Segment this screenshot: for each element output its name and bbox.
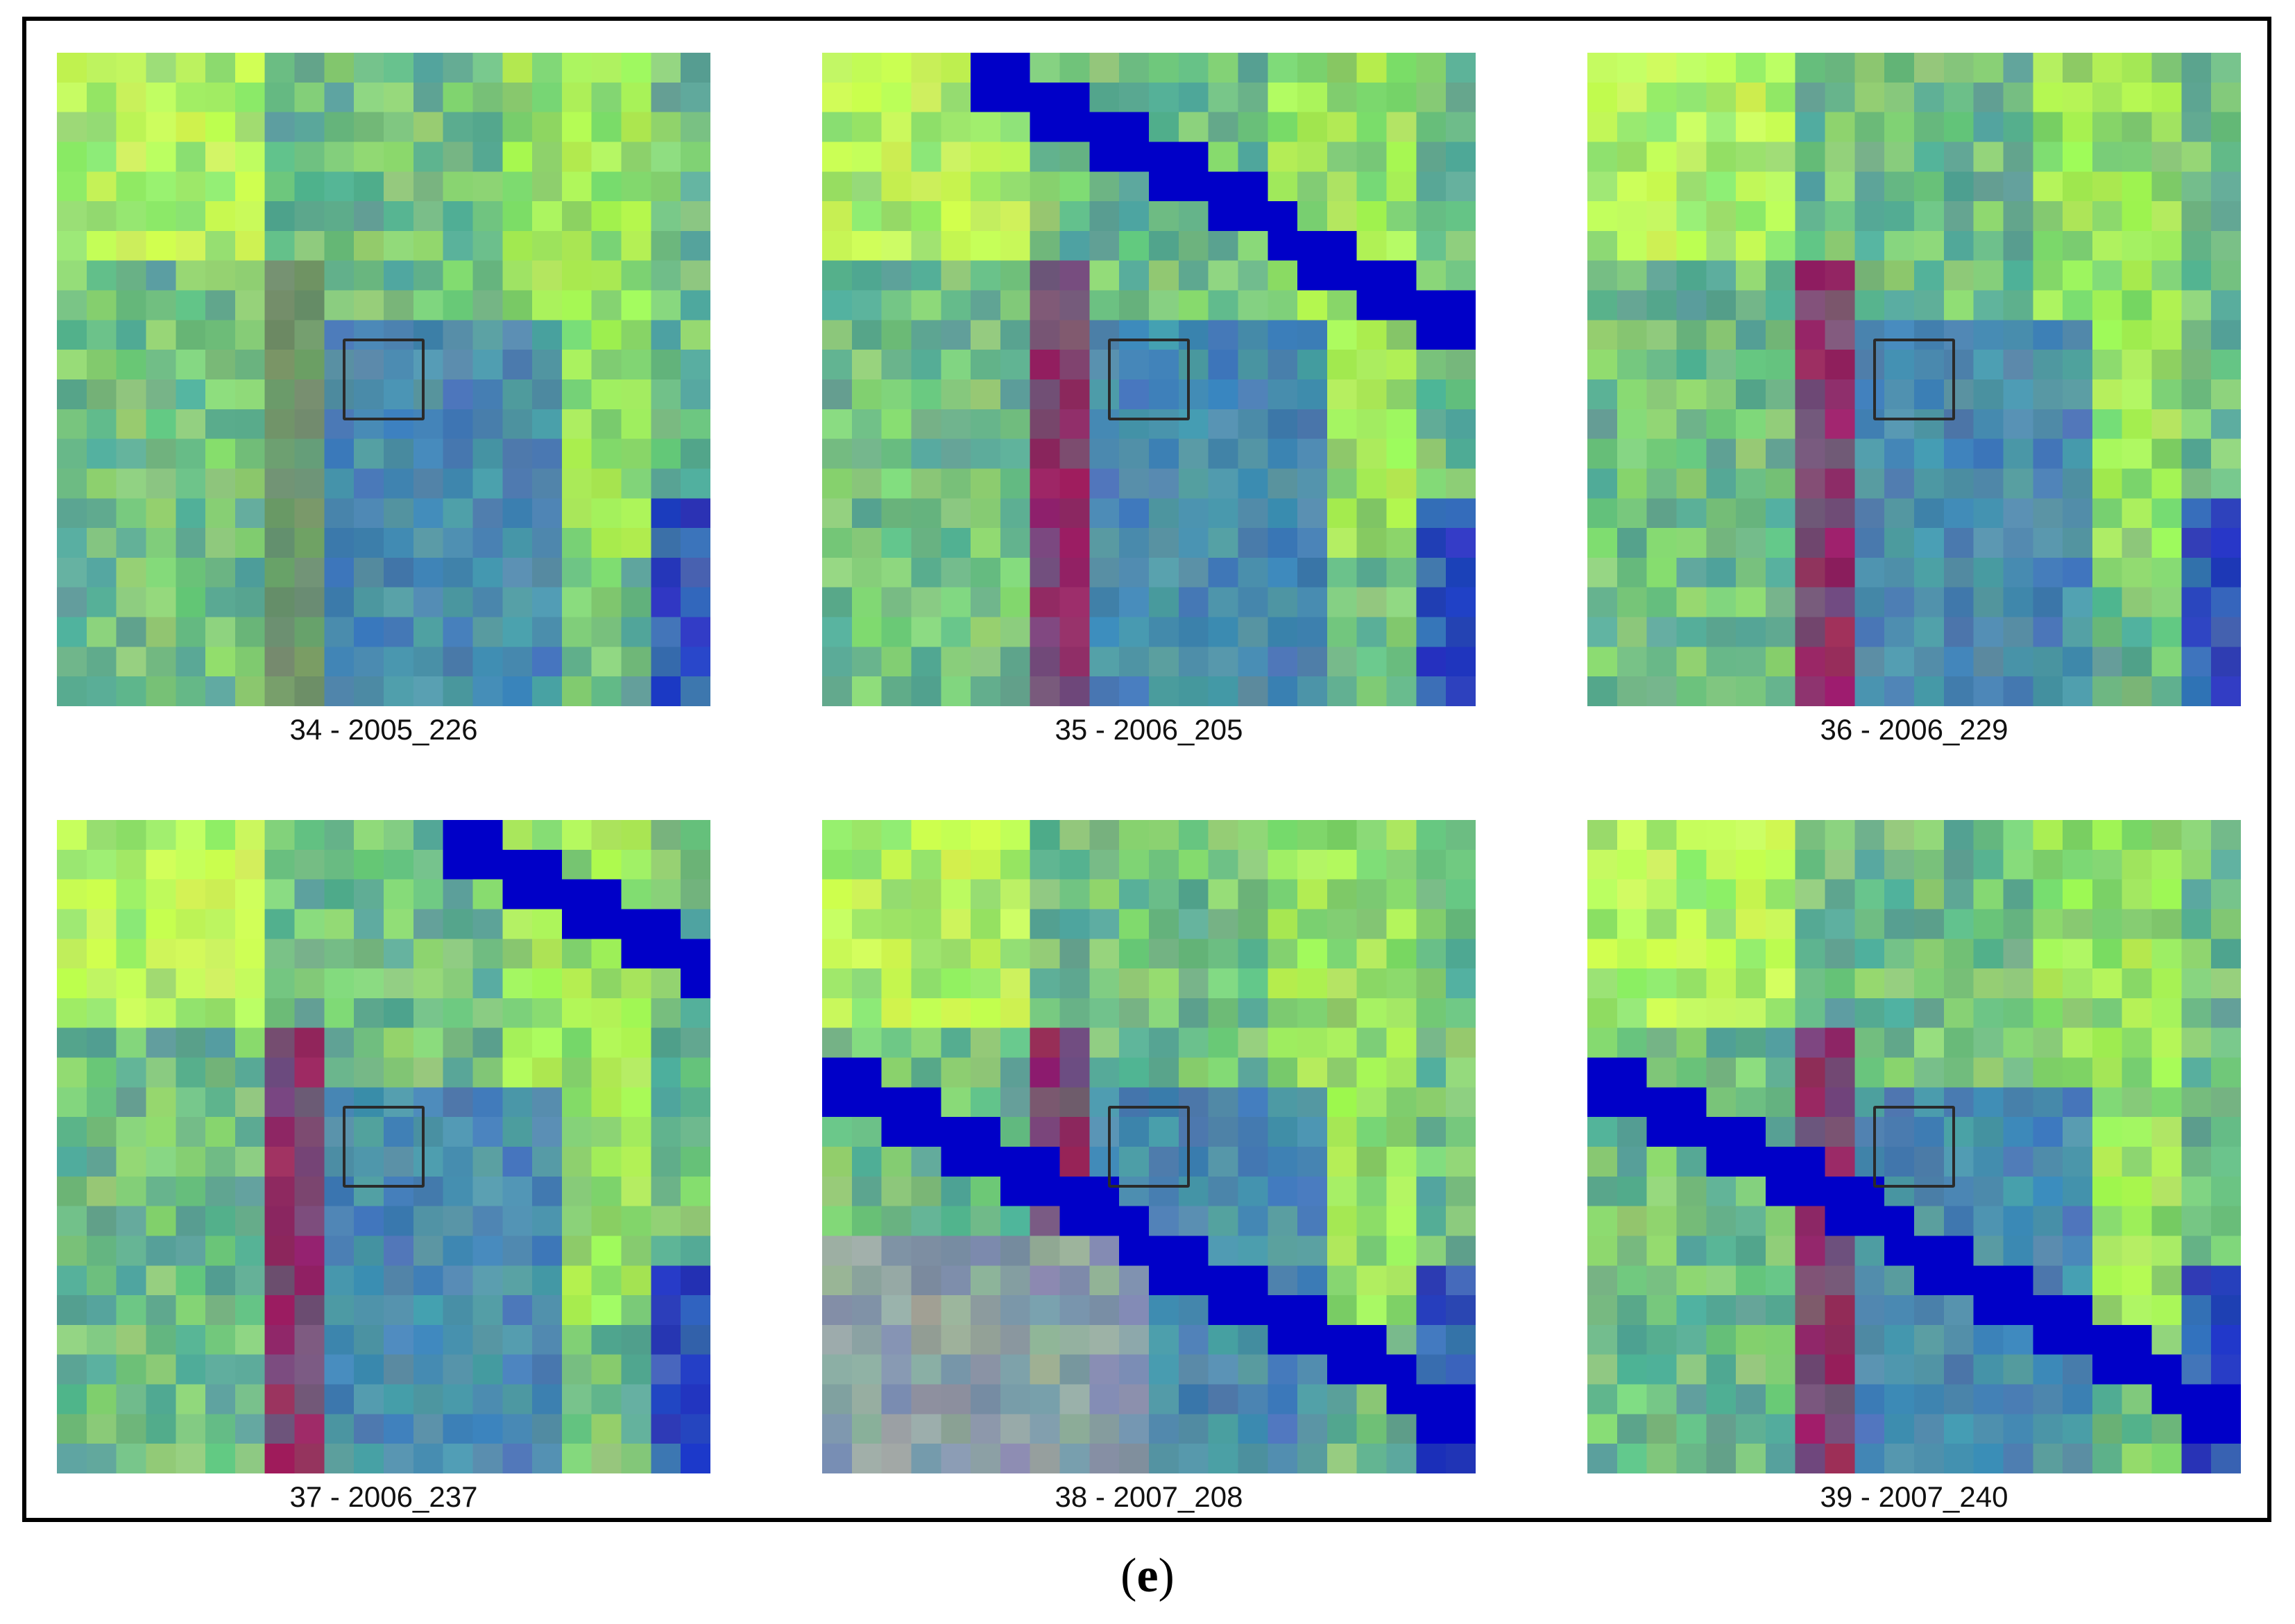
satellite-image	[822, 53, 1476, 706]
panel-caption: 39 - 2007_240	[1820, 1480, 2008, 1513]
image-panel: 38 - 2007_208	[822, 820, 1476, 1514]
image-panel: 37 - 2006_237	[57, 820, 710, 1514]
panel-caption: 35 - 2006_205	[1055, 713, 1243, 746]
panel-caption: 34 - 2005_226	[289, 713, 478, 746]
region-of-interest-box	[1108, 339, 1190, 420]
region-of-interest-box	[1108, 1106, 1190, 1188]
panel-caption: 37 - 2006_237	[289, 1480, 478, 1513]
image-panel: 36 - 2006_229	[1587, 53, 2241, 746]
satellite-image	[1587, 53, 2241, 706]
satellite-image	[57, 53, 710, 706]
satellite-image	[822, 820, 1476, 1473]
image-panel: 34 - 2005_226	[57, 53, 710, 746]
panel-caption: 38 - 2007_208	[1055, 1480, 1243, 1513]
image-panel: 35 - 2006_205	[822, 53, 1476, 746]
region-of-interest-box	[1873, 339, 1955, 420]
satellite-image	[57, 820, 710, 1473]
region-of-interest-box	[343, 339, 425, 420]
region-of-interest-box	[343, 1106, 425, 1188]
image-panel: 39 - 2007_240	[1587, 820, 2241, 1514]
subfigure-label: (e)	[1120, 1549, 1175, 1602]
region-of-interest-box	[1873, 1106, 1955, 1188]
panel-caption: 36 - 2006_229	[1820, 713, 2008, 746]
satellite-image	[1587, 820, 2241, 1473]
